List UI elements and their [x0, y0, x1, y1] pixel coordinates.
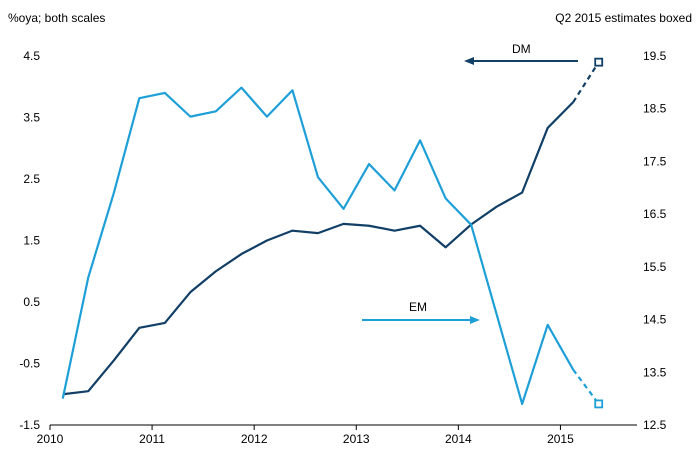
right-y-tick-label: 12.5 — [643, 418, 667, 432]
x-tick-label: 2011 — [139, 432, 165, 446]
em-label-arrowhead — [470, 316, 480, 324]
left-y-tick-label: -0.5 — [19, 357, 40, 371]
right-y-tick-label: 15.5 — [643, 260, 667, 274]
series-labels: DM EM — [362, 42, 578, 324]
series-line-dm — [62, 101, 574, 396]
series-estimate-line-em — [572, 368, 600, 405]
x-tick-label: 2013 — [343, 432, 370, 446]
right-y-tick-label: 19.5 — [643, 49, 667, 63]
x-tick-label: 2014 — [445, 432, 472, 446]
left-y-axis-ticks: 4.5 3.5 2.5 1.5 0.5 -0.5 -1.5 — [19, 49, 40, 432]
x-tick-label: 2010 — [37, 432, 64, 446]
dm-label-arrowhead — [464, 57, 474, 65]
dm-series-label: DM — [512, 42, 531, 56]
right-y-tick-label: 13.5 — [643, 365, 667, 379]
right-y-tick-label: 17.5 — [643, 154, 667, 168]
series-estimate-line-dm — [572, 61, 600, 103]
right-y-tick-label: 16.5 — [643, 207, 667, 221]
estimate-box-em — [594, 399, 604, 409]
em-series-label: EM — [409, 300, 427, 314]
left-y-tick-label: 3.5 — [23, 111, 40, 125]
right-y-axis-ticks: 19.5 18.5 17.5 16.5 15.5 14.5 13.5 12.5 — [643, 49, 667, 432]
x-tick-label: 2015 — [547, 432, 574, 446]
left-y-tick-label: 1.5 — [23, 234, 40, 248]
left-y-tick-label: 4.5 — [23, 49, 40, 63]
x-axis-ticks: 2010 2011 2012 2013 2014 2015 — [37, 425, 574, 446]
right-y-tick-label: 18.5 — [643, 102, 667, 116]
estimate-box-dm — [594, 57, 604, 67]
left-y-tick-label: 2.5 — [23, 172, 40, 186]
estimate-note: Q2 2015 estimates boxed — [555, 11, 692, 25]
series-line-em — [61, 86, 575, 406]
left-axis-title: %oya; both scales — [8, 11, 105, 25]
series-layer — [61, 57, 604, 409]
right-y-tick-label: 14.5 — [643, 313, 667, 327]
x-tick-label: 2012 — [241, 432, 268, 446]
left-y-tick-label: -1.5 — [19, 418, 40, 432]
left-y-tick-label: 0.5 — [23, 295, 40, 309]
